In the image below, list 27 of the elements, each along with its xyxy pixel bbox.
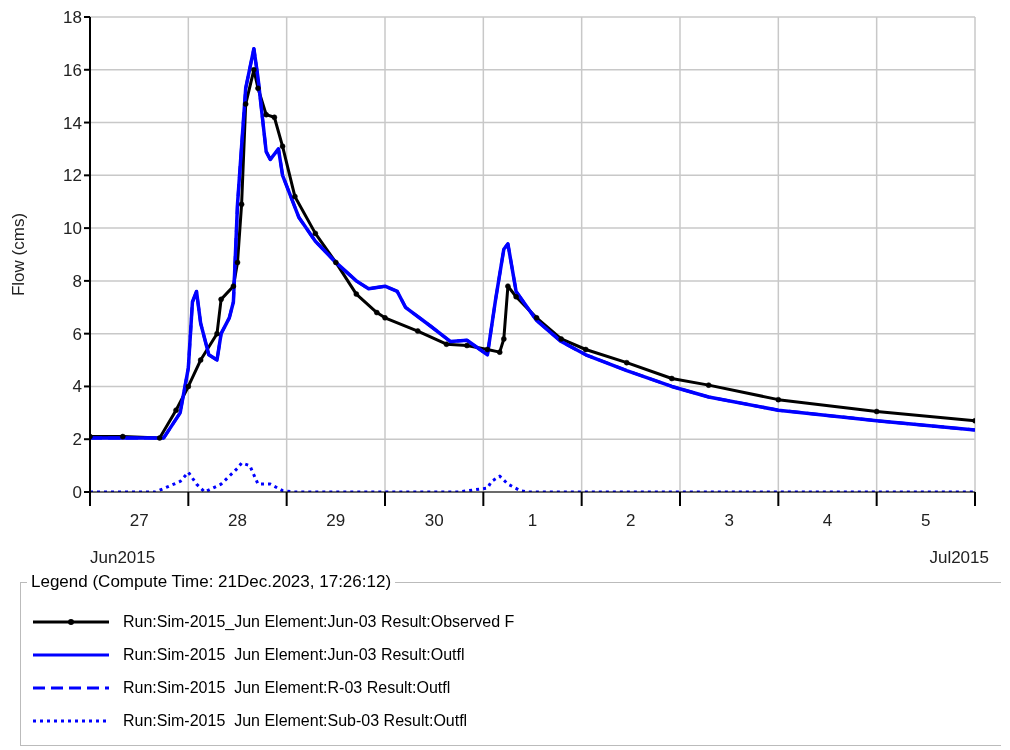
y-tick-label: 6: [72, 324, 82, 344]
y-tick-label: 0: [72, 483, 82, 503]
legend-title: Legend (Compute Time: 21Dec.2023, 17:26:12): [27, 572, 396, 592]
y-tick-label: 16: [63, 60, 82, 80]
legend-label: Run:Sim-2015 Jun Element:R-03 Result:Outfl: [123, 678, 451, 697]
y-tick-label: 12: [63, 166, 82, 186]
y-tick-label: 2: [72, 430, 82, 450]
x-tick-label: 5: [921, 511, 931, 531]
y-tick-label: 14: [63, 113, 82, 133]
x-tick-label: 30: [424, 511, 444, 531]
y-tick-label: 10: [63, 219, 82, 239]
x-tick-label: 27: [129, 511, 149, 531]
text: Jul2015: [929, 548, 989, 568]
y-tick-label: 8: [72, 271, 82, 291]
x-tick-label: 4: [822, 511, 833, 531]
y-axis-title: Flow (cms): [9, 212, 29, 297]
x-tick-label: 2: [626, 511, 636, 531]
y-tick-label: 4: [72, 377, 82, 397]
x-tick-label: 29: [326, 511, 346, 531]
y-tick-label: 18: [63, 8, 82, 28]
legend-label: Run:Sim-2015 Jun Element:Sub-03 Result:Outfl: [123, 711, 468, 730]
legend-label: Run:Sim-2015_Jun Element:Jun-03 Result:Observed F: [123, 612, 515, 631]
x-tick-label: 3: [724, 511, 734, 531]
legend-label: Run:Sim-2015 Jun Element:Jun-03 Result:Outfl: [123, 645, 465, 664]
text: Jun2015: [90, 548, 156, 568]
x-tick-label: 28: [228, 511, 247, 531]
x-tick-label: 1: [527, 511, 538, 531]
